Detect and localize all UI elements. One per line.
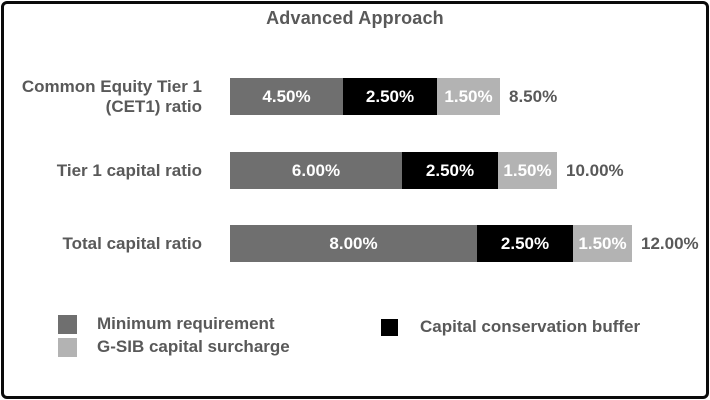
bar-segment-minimum-requirement: 4.50% xyxy=(230,78,343,115)
legend-item-capital-conservation-buffer: Capital conservation buffer xyxy=(381,317,640,337)
category-label-tier1-ratio: Tier 1 capital ratio xyxy=(8,152,202,189)
legend-swatch-minimum-requirement-icon xyxy=(58,314,77,334)
bar-total-label: 12.00% xyxy=(641,233,699,253)
legend-item-gsib-surcharge: G-SIB capital surcharge xyxy=(58,337,290,357)
chart-title: Advanced Approach xyxy=(266,8,444,28)
bar-total-label: 8.50% xyxy=(509,86,558,106)
bar-segment-gsib-surcharge: 1.50% xyxy=(573,225,632,262)
category-label-line: Total capital ratio xyxy=(62,233,203,253)
bar-tier1-ratio: 6.00% 2.50% 1.50% 10.00% xyxy=(230,152,624,189)
legend-label: G-SIB capital surcharge xyxy=(97,337,290,356)
legend-item-minimum-requirement: Minimum requirement xyxy=(58,314,275,334)
bar-segment-capital-conservation-buffer: 2.50% xyxy=(477,225,573,262)
bar-segment-minimum-requirement: 6.00% xyxy=(230,152,402,189)
category-label-total-ratio: Total capital ratio xyxy=(8,225,203,262)
bar-total-ratio: 8.00% 2.50% 1.50% 12.00% xyxy=(230,225,699,262)
category-label-line: (CET1) ratio xyxy=(105,96,202,116)
category-label-line: Common Equity Tier 1 xyxy=(21,76,202,96)
legend-swatch-capital-conservation-buffer-icon xyxy=(381,318,398,336)
bar-segment-gsib-surcharge: 1.50% xyxy=(437,78,500,115)
bar-cet1-ratio: 4.50% 2.50% 1.50% 8.50% xyxy=(230,78,557,115)
category-label-cet1-ratio: Common Equity Tier 1 (CET1) ratio xyxy=(8,76,202,116)
bar-segment-gsib-surcharge: 1.50% xyxy=(498,152,557,189)
bar-segment-capital-conservation-buffer: 2.50% xyxy=(402,152,498,189)
bar-segment-capital-conservation-buffer: 2.50% xyxy=(343,78,437,115)
bar-total-label: 10.00% xyxy=(566,160,624,180)
legend-label: Capital conservation buffer xyxy=(420,317,641,336)
legend-swatch-gsib-surcharge-icon xyxy=(58,337,77,357)
legend-label: Minimum requirement xyxy=(97,314,275,333)
category-label-line: Tier 1 capital ratio xyxy=(56,160,202,180)
bar-segment-minimum-requirement: 8.00% xyxy=(230,225,477,262)
